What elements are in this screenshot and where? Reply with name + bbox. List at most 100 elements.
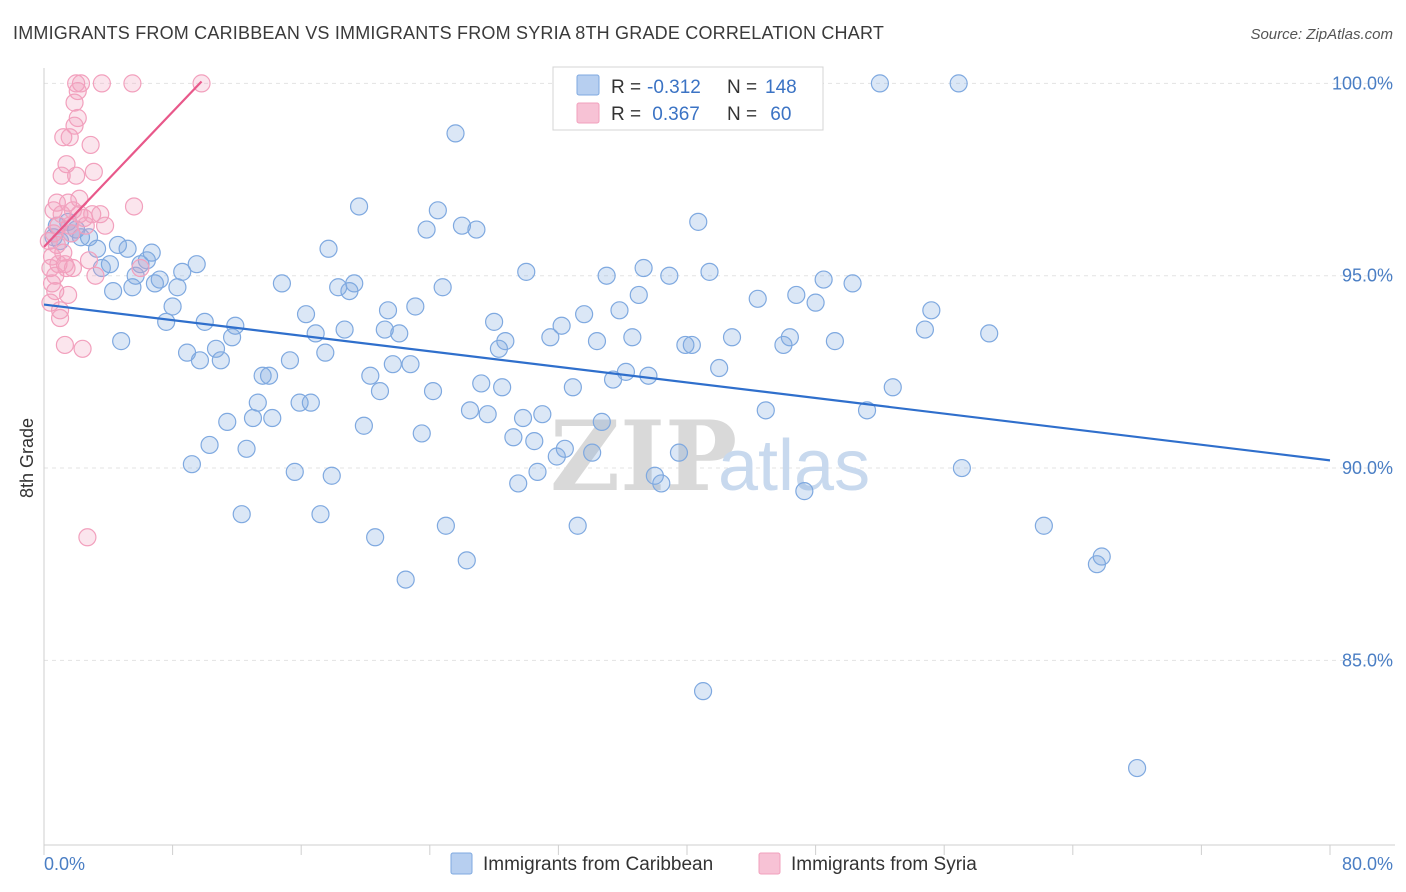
caribbean-point-107 <box>610 301 629 320</box>
caribbean-point-104 <box>592 412 611 431</box>
caribbean-point-80 <box>460 401 480 420</box>
caribbean-point-28 <box>187 255 206 274</box>
caribbean-point-94 <box>533 405 552 424</box>
caribbean-point-81 <box>467 220 486 239</box>
caribbean-point-61 <box>361 366 380 385</box>
legend-n-value-caribbean: 148 <box>765 77 797 98</box>
caribbean-point-82 <box>472 374 491 393</box>
caribbean-point-138 <box>922 301 941 320</box>
caribbean-point-92 <box>525 432 544 451</box>
syria-point-54 <box>192 74 211 93</box>
watermark: ZIP atlas <box>550 400 870 513</box>
y-axis-label: 8th Grade <box>17 418 37 498</box>
caribbean-point-35 <box>222 328 242 347</box>
caribbean-point-19 <box>142 243 161 262</box>
caribbean-point-74 <box>428 201 447 220</box>
caribbean-point-83 <box>478 405 497 424</box>
caribbean-point-114 <box>652 474 671 493</box>
caribbean-point-91 <box>517 262 536 281</box>
caribbean-point-100 <box>568 516 587 535</box>
caribbean-point-88 <box>504 428 523 447</box>
syria-point-44 <box>81 135 100 155</box>
trend-lines <box>43 80 1331 462</box>
caribbean-point-134 <box>857 401 877 420</box>
syria-point-43 <box>79 251 99 270</box>
caribbean-point-122 <box>710 358 729 378</box>
caribbean-point-76 <box>436 516 455 535</box>
caribbean-point-135 <box>870 74 890 93</box>
caribbean-point-12 <box>108 235 128 255</box>
bottom-legend-label-syria: Immigrants from Syria <box>791 854 977 875</box>
caribbean-point-141 <box>980 324 999 343</box>
y-tick-label-0: 100.0% <box>1332 73 1393 93</box>
caribbean-point-142 <box>1034 516 1053 535</box>
caribbean-point-120 <box>693 682 713 701</box>
series-caribbean-points <box>44 74 1147 778</box>
series-syria-points <box>39 74 211 547</box>
caribbean-point-50 <box>306 324 325 343</box>
caribbean-point-41 <box>253 366 272 385</box>
syria-point-32 <box>67 166 86 185</box>
caribbean-point-62 <box>366 528 385 547</box>
caribbean-point-67 <box>390 324 409 343</box>
caribbean-point-59 <box>349 197 369 216</box>
syria-point-17 <box>54 243 73 262</box>
caribbean-point-64 <box>375 320 394 339</box>
caribbean-point-56 <box>335 320 354 339</box>
caribbean-point-93 <box>528 462 547 481</box>
syria-point-22 <box>57 258 76 278</box>
syria-point-30 <box>65 93 84 112</box>
syria-point-25 <box>60 128 79 147</box>
caribbean-point-118 <box>682 335 701 355</box>
caribbean-point-87 <box>496 332 515 351</box>
y-tick-label-2: 90.0% <box>1342 458 1393 478</box>
caribbean-point-123 <box>722 328 742 347</box>
caribbean-point-51 <box>311 505 330 524</box>
caribbean-point-10 <box>100 255 120 274</box>
caribbean-point-121 <box>700 262 719 281</box>
watermark-atlas: atlas <box>718 426 870 506</box>
caribbean-point-22 <box>157 312 176 331</box>
caribbean-point-109 <box>623 328 642 347</box>
caribbean-point-103 <box>587 332 607 351</box>
caribbean-point-23 <box>163 297 182 316</box>
caribbean-point-38 <box>237 439 256 458</box>
chart-source: Source: ZipAtlas.com <box>1250 26 1393 43</box>
caribbean-point-33 <box>211 351 230 370</box>
caribbean-point-37 <box>232 505 251 524</box>
legend-r-label-syria: R = <box>611 104 646 125</box>
caribbean-point-15 <box>123 278 142 297</box>
caribbean-point-34 <box>218 412 237 431</box>
caribbean-point-137 <box>915 320 935 339</box>
syria-point-49 <box>92 74 111 93</box>
caribbean-point-14 <box>118 239 137 258</box>
syria-point-33 <box>67 74 86 93</box>
caribbean-point-116 <box>669 443 689 462</box>
caribbean-point-97 <box>552 316 571 335</box>
caribbean-point-54 <box>322 466 341 485</box>
caribbean-point-119 <box>689 212 708 231</box>
caribbean-point-105 <box>597 266 616 285</box>
caribbean-point-117 <box>676 335 695 355</box>
caribbean-point-21 <box>150 270 169 289</box>
caribbean-point-78 <box>452 216 472 235</box>
syria-point-38 <box>71 74 91 93</box>
caribbean-point-30 <box>195 312 214 331</box>
bottom-legend-label-caribbean: Immigrants from Caribbean <box>483 854 713 875</box>
syria-point-47 <box>86 266 105 285</box>
y-tick-label-1: 95.0% <box>1342 266 1393 286</box>
x-tick-labels: 0.0% 80.0% <box>44 854 1393 874</box>
caribbean-point-99 <box>563 378 582 397</box>
caribbean-point-71 <box>412 424 431 443</box>
syria-point-39 <box>73 339 92 358</box>
caribbean-point-70 <box>406 297 425 316</box>
caribbean-point-139 <box>949 74 968 93</box>
syria-point-42 <box>78 528 97 547</box>
syria-point-14 <box>50 308 70 328</box>
syria-point-50 <box>95 216 115 235</box>
caribbean-point-133 <box>843 274 862 293</box>
caribbean-point-72 <box>417 220 436 239</box>
syria-point-16 <box>52 166 71 185</box>
syria-point-51 <box>123 74 142 93</box>
caribbean-point-75 <box>433 278 452 297</box>
